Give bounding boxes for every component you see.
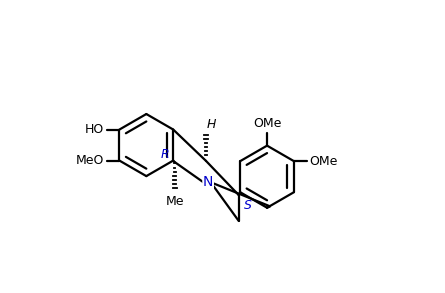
Text: N: N bbox=[203, 175, 213, 189]
Text: HO: HO bbox=[85, 123, 104, 136]
Text: OMe: OMe bbox=[253, 117, 281, 130]
Text: MeO: MeO bbox=[76, 154, 104, 167]
Text: Me: Me bbox=[166, 195, 184, 208]
Text: S: S bbox=[244, 200, 252, 212]
Text: H: H bbox=[206, 118, 216, 131]
Text: R: R bbox=[161, 148, 170, 161]
Text: OMe: OMe bbox=[309, 155, 338, 168]
